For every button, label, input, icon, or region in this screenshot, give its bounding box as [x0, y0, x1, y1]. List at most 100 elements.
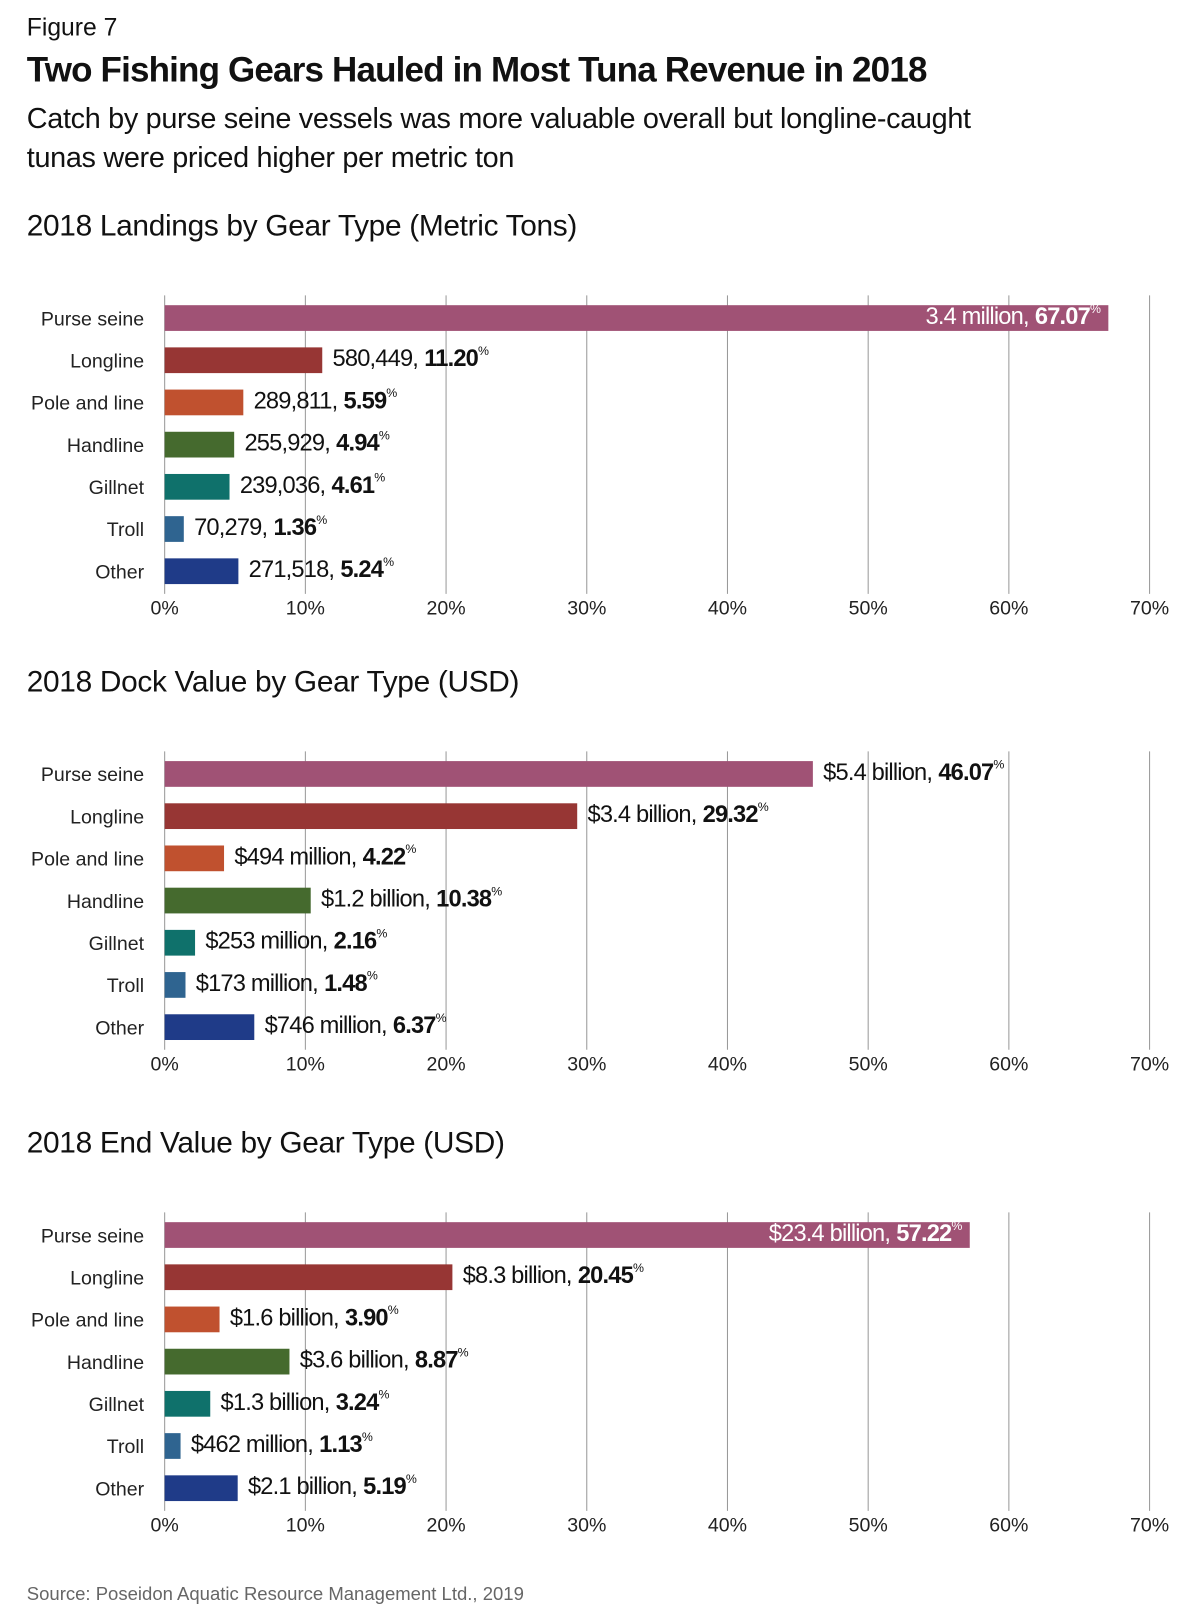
x-tick-label: 0%	[151, 1514, 179, 1536]
amount-label: $1.3 billion,	[221, 1390, 330, 1416]
x-tick-label: 40%	[708, 597, 747, 619]
category-label: Troll	[107, 975, 144, 997]
value-label: 2.16%	[334, 927, 388, 955]
data-label: $23.4 billion, 57.22%	[769, 1219, 963, 1247]
bar	[164, 929, 196, 956]
value-label: 29.32%	[703, 800, 769, 828]
x-tick-label: 60%	[989, 597, 1028, 619]
value-label: 3.90%	[345, 1303, 399, 1331]
data-label: 271,518, 5.24%	[249, 555, 394, 583]
bar	[164, 558, 239, 585]
bar	[164, 1014, 255, 1041]
amount-label: $1.2 billion,	[321, 887, 430, 913]
category-label: Troll	[107, 519, 144, 541]
amount-label: $173 million,	[196, 971, 318, 997]
amount-label: 580,449,	[333, 346, 419, 372]
value-label: 3.24%	[336, 1388, 390, 1416]
bar	[164, 1433, 181, 1459]
data-label: $494 million, 4.22%	[234, 842, 416, 870]
category-label: Handline	[67, 435, 144, 457]
data-label: $253 million, 2.16%	[205, 927, 387, 955]
value-label: 57.22%	[896, 1219, 962, 1247]
chart-title: 2018 Landings by Gear Type (Metric Tons)	[27, 209, 577, 242]
category-label: Longline	[70, 806, 144, 828]
x-tick-label: 10%	[286, 1053, 325, 1075]
x-tick-label: 50%	[849, 1514, 888, 1536]
bar	[164, 473, 230, 500]
value-label: 10.38%	[436, 885, 502, 913]
x-tick-label: 60%	[989, 1053, 1028, 1075]
category-label: Pole and line	[31, 393, 144, 415]
x-tick-label: 0%	[151, 597, 179, 619]
bar	[164, 1306, 220, 1333]
amount-label: $8.3 billion,	[463, 1263, 572, 1289]
amount-label: $23.4 billion,	[769, 1221, 890, 1247]
data-label: $462 million, 1.13%	[191, 1430, 373, 1458]
amount-label: $746 million,	[265, 1013, 387, 1039]
bar	[164, 1222, 970, 1248]
value-label: 4.61%	[331, 471, 385, 499]
data-label: $3.4 billion, 29.32%	[587, 800, 768, 828]
bar	[164, 1475, 238, 1502]
category-label: Purse seine	[41, 308, 144, 330]
category-label: Handline	[67, 1352, 144, 1374]
x-tick-label: 50%	[849, 1053, 888, 1075]
value-label: 67.07%	[1035, 302, 1101, 330]
data-label: $1.6 billion, 3.90%	[230, 1303, 399, 1331]
x-tick-label: 20%	[427, 1053, 466, 1075]
x-tick-label: 10%	[286, 1514, 325, 1536]
bar	[164, 1348, 290, 1375]
data-label: 239,036, 4.61%	[240, 471, 385, 499]
bar	[164, 347, 323, 374]
chart-title: 2018 Dock Value by Gear Type (USD)	[27, 665, 519, 698]
x-tick-label: 20%	[427, 1514, 466, 1536]
category-label: Longline	[70, 1267, 144, 1289]
amount-label: 289,811,	[254, 389, 338, 415]
value-label: 4.22%	[363, 842, 417, 870]
x-tick-label: 70%	[1130, 1514, 1169, 1536]
bar	[164, 1264, 453, 1291]
data-label: $1.3 billion, 3.24%	[221, 1388, 390, 1416]
source: Source: Poseidon Aquatic Resource Manage…	[27, 1583, 524, 1604]
category-label: Gillnet	[89, 933, 145, 955]
amount-label: $3.4 billion,	[587, 802, 696, 828]
value-label: 8.87%	[415, 1346, 469, 1374]
data-label: $1.2 billion, 10.38%	[321, 885, 502, 913]
x-tick-label: 40%	[708, 1514, 747, 1536]
x-tick-label: 10%	[286, 597, 325, 619]
category-label: Other	[95, 1478, 144, 1500]
category-label: Pole and line	[31, 849, 144, 871]
category-label: Other	[95, 1017, 144, 1039]
data-label: $3.6 billion, 8.87%	[300, 1346, 469, 1374]
category-label: Longline	[70, 350, 144, 372]
amount-label: $253 million,	[205, 929, 327, 955]
figure-title: Two Fishing Gears Hauled in Most Tuna Re…	[27, 50, 927, 89]
amount-label: $1.6 billion,	[230, 1306, 339, 1332]
bar	[164, 887, 311, 914]
bar	[164, 431, 235, 458]
data-label: $8.3 billion, 20.45%	[463, 1261, 644, 1289]
x-tick-label: 30%	[567, 1053, 606, 1075]
x-tick-label: 30%	[567, 1514, 606, 1536]
value-label: 4.94%	[336, 429, 390, 457]
value-label: 5.19%	[363, 1472, 417, 1500]
x-tick-label: 60%	[989, 1514, 1028, 1536]
amount-label: 255,929,	[244, 431, 330, 457]
x-tick-label: 30%	[567, 597, 606, 619]
value-label: 6.37%	[393, 1011, 447, 1039]
subtitle-line: Catch by purse seine vessels was more va…	[27, 103, 971, 135]
value-label: 1.13%	[319, 1430, 373, 1458]
data-label: 580,449, 11.20%	[333, 344, 489, 372]
bar	[164, 516, 184, 542]
bar	[164, 761, 813, 787]
amount-label: $494 million,	[234, 845, 356, 871]
data-label: $5.4 billion, 46.07%	[823, 758, 1004, 786]
value-label: 1.48%	[324, 969, 378, 997]
amount-label: 3.4 million,	[926, 304, 1029, 330]
category-label: Purse seine	[41, 1225, 144, 1247]
category-label: Purse seine	[41, 764, 144, 786]
bar	[164, 972, 186, 998]
value-label: 1.36%	[273, 513, 327, 541]
